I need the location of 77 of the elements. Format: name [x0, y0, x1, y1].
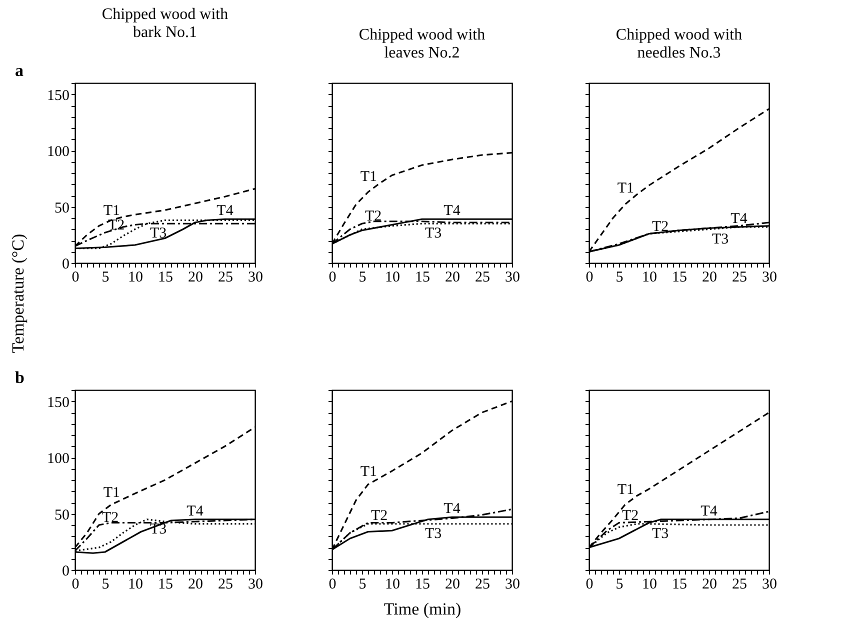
y-tick-label: 100: [47, 451, 70, 467]
series-label: T4: [444, 501, 461, 518]
series-label: T3: [425, 226, 442, 242]
x-tick-label: 25: [475, 576, 490, 592]
x-tick-label: 30: [762, 576, 777, 592]
y-tick-label: 150: [47, 394, 70, 411]
y-axis-title: Temperature (°C): [8, 234, 28, 354]
series-label: T3: [652, 526, 669, 542]
series-label: T1: [617, 482, 634, 498]
series-label: T4: [186, 503, 204, 520]
y-tick-label: 0: [62, 564, 70, 580]
x-tick-label: 30: [248, 270, 263, 286]
series-label: T2: [622, 508, 639, 524]
x-tick-label: 20: [702, 576, 717, 592]
series-label: T4: [444, 203, 461, 220]
x-tick-label: 15: [672, 576, 687, 592]
x-tick-label: 30: [505, 270, 520, 286]
x-tick-label: 15: [672, 270, 687, 286]
y-tick-label: 50: [54, 200, 70, 216]
x-tick-label: 15: [415, 270, 430, 286]
x-tick-label: 30: [248, 576, 263, 592]
y-tick-label: 100: [47, 144, 70, 160]
x-tick-label: 30: [505, 576, 520, 592]
x-tick-label: 25: [732, 270, 747, 286]
x-tick-label: 10: [128, 270, 143, 286]
x-tick-label: 20: [445, 576, 460, 592]
x-tick-label: 5: [616, 576, 624, 592]
y-tick-label: 50: [54, 507, 70, 524]
x-tick-label: 25: [475, 270, 490, 286]
x-tick-label: 20: [702, 270, 717, 286]
text: b: [15, 368, 24, 387]
series-label: T1: [360, 169, 377, 186]
x-tick-label: 5: [358, 270, 366, 286]
series-label: T4: [730, 211, 748, 227]
x-tick-label: 5: [616, 270, 624, 286]
x-tick-label: 5: [102, 576, 110, 592]
x-tick-label: 10: [642, 270, 657, 286]
y-tick-label: 150: [47, 88, 70, 104]
series-label: T3: [712, 231, 729, 248]
series-label: T2: [371, 508, 388, 524]
x-tick-label: 0: [328, 576, 336, 592]
x-tick-label: 20: [188, 576, 203, 592]
x-tick-label: 20: [188, 270, 203, 286]
x-tick-label: 15: [158, 270, 173, 286]
x-tick-label: 10: [128, 576, 143, 592]
series-label: T3: [150, 226, 167, 242]
series-label: T2: [652, 218, 669, 235]
series-label: T2: [365, 208, 382, 225]
text: a: [15, 61, 24, 80]
chart-title: Chipped wood with needles No.3: [616, 26, 742, 62]
x-tick-label: 10: [385, 576, 400, 592]
x-tick-label: 5: [358, 576, 366, 592]
series-label: T3: [425, 526, 442, 542]
series-label: T2: [102, 510, 119, 526]
x-tick-label: 0: [586, 270, 594, 286]
chart-title: Chipped wood with leaves No.2: [358, 26, 486, 62]
x-tick-label: 30: [762, 270, 777, 286]
chart-title: Chipped wood with bark No.1: [102, 6, 228, 41]
series-label: T4: [216, 203, 234, 220]
series-label: T4: [700, 503, 718, 520]
series-label: T1: [617, 180, 634, 196]
y-tick-label: 0: [62, 256, 70, 272]
series-label: T1: [103, 202, 120, 219]
series-label: T1: [360, 464, 377, 480]
x-tick-label: 25: [218, 270, 233, 286]
x-tick-label: 15: [158, 576, 173, 592]
x-tick-label: 0: [586, 576, 594, 592]
x-tick-label: 20: [445, 270, 460, 286]
x-tick-label: 25: [732, 576, 747, 592]
x-axis-title: Time (min): [384, 600, 462, 618]
x-tick-label: 25: [218, 576, 233, 592]
x-tick-label: 0: [328, 270, 336, 286]
x-tick-label: 5: [102, 270, 110, 286]
x-tick-label: 10: [642, 576, 657, 592]
x-tick-label: 15: [415, 576, 430, 592]
x-tick-label: 10: [385, 270, 400, 286]
series-label: T1: [103, 485, 120, 502]
